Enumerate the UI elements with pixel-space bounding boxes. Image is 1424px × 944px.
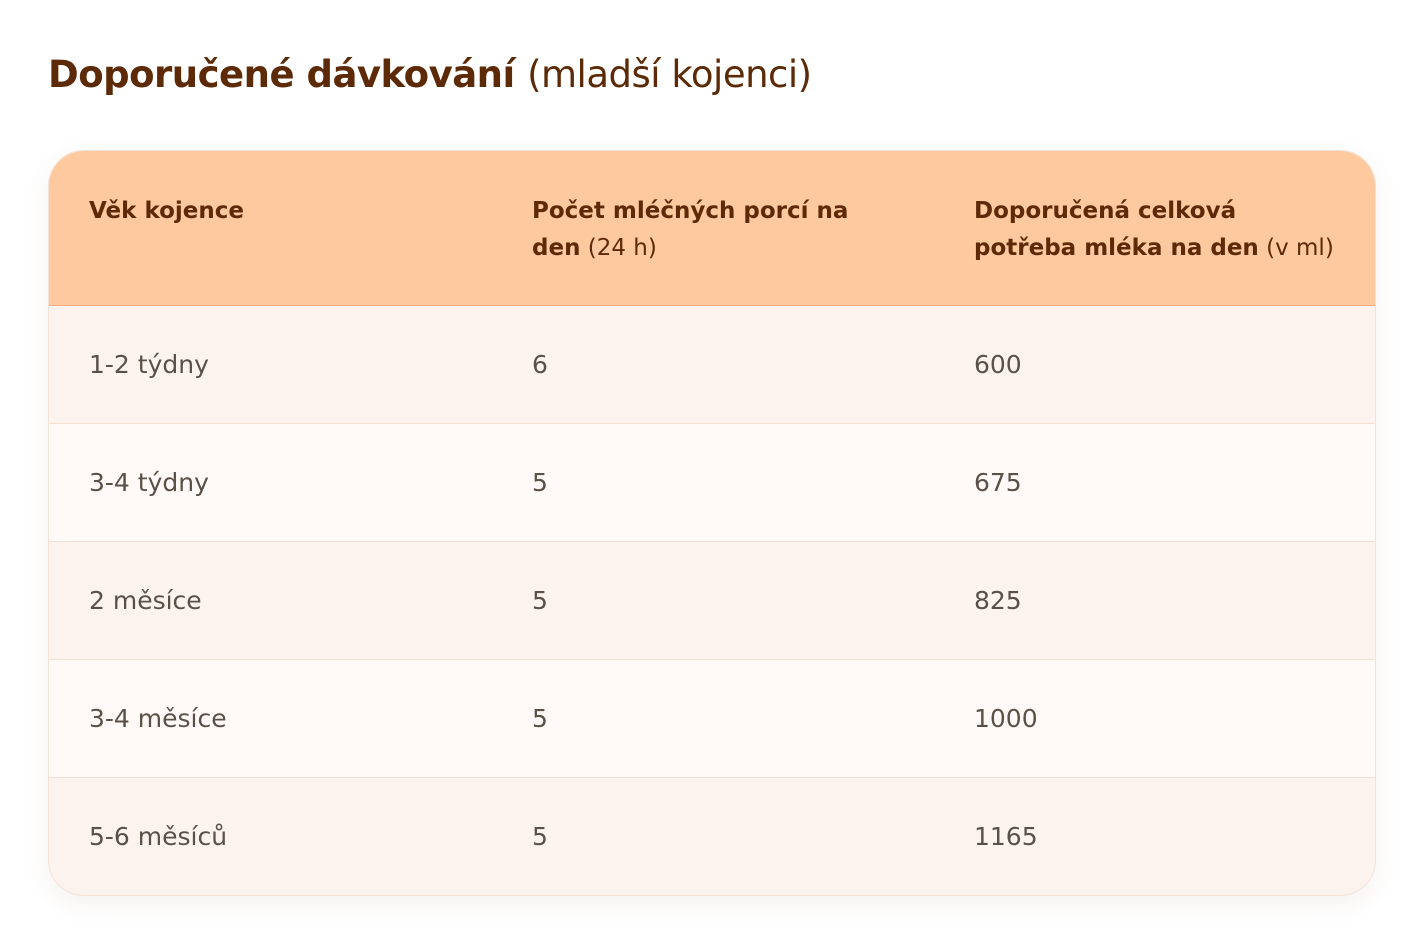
dosage-table: Věk kojence Počet mléčných porcí na den … <box>48 150 1376 896</box>
cell-age: 2 měsíce <box>89 586 202 615</box>
table-row: 5-6 měsíců 5 1165 <box>49 778 1375 895</box>
cell-portions: 5 <box>532 586 548 615</box>
header-portions: Počet mléčných porcí na den (24 h) <box>532 193 912 267</box>
table-row: 3-4 týdny 5 675 <box>49 424 1375 542</box>
cell-portions: 5 <box>532 468 548 497</box>
cell-age: 5-6 měsíců <box>89 822 228 851</box>
header-daily-milk: Doporučená celková potřeba mléka na den … <box>974 193 1374 267</box>
cell-portions: 5 <box>532 822 548 851</box>
header-portions-line2: den <box>532 235 581 261</box>
table-row: 1-2 týdny 6 600 <box>49 306 1375 424</box>
cell-daily-milk: 1000 <box>974 704 1038 733</box>
page-title-main: Doporučené dávkování <box>48 53 515 96</box>
cell-portions: 5 <box>532 704 548 733</box>
table-row: 2 měsíce 5 825 <box>49 542 1375 660</box>
cell-daily-milk: 1165 <box>974 822 1038 851</box>
table-header-row: Věk kojence Počet mléčných porcí na den … <box>49 151 1375 306</box>
cell-daily-milk: 675 <box>974 468 1022 497</box>
header-portions-line1: Počet mléčných porcí na <box>532 198 849 224</box>
header-daily-milk-line2: potřeba mléka na den <box>974 235 1259 261</box>
header-age-label: Věk kojence <box>89 198 245 224</box>
header-age: Věk kojence <box>89 193 469 230</box>
cell-daily-milk: 600 <box>974 350 1022 379</box>
cell-portions: 6 <box>532 350 548 379</box>
cell-daily-milk: 825 <box>974 586 1022 615</box>
header-daily-milk-line1: Doporučená celková <box>974 198 1237 224</box>
cell-age: 3-4 měsíce <box>89 704 227 733</box>
header-portions-unit: (24 h) <box>587 235 657 261</box>
table-row: 3-4 měsíce 5 1000 <box>49 660 1375 778</box>
page-title: Doporučené dávkování (mladší kojenci) <box>48 50 812 100</box>
cell-age: 3-4 týdny <box>89 468 209 497</box>
page-title-subtitle: (mladší kojenci) <box>527 53 812 96</box>
cell-age: 1-2 týdny <box>89 350 209 379</box>
header-daily-milk-unit: (v ml) <box>1266 235 1334 261</box>
